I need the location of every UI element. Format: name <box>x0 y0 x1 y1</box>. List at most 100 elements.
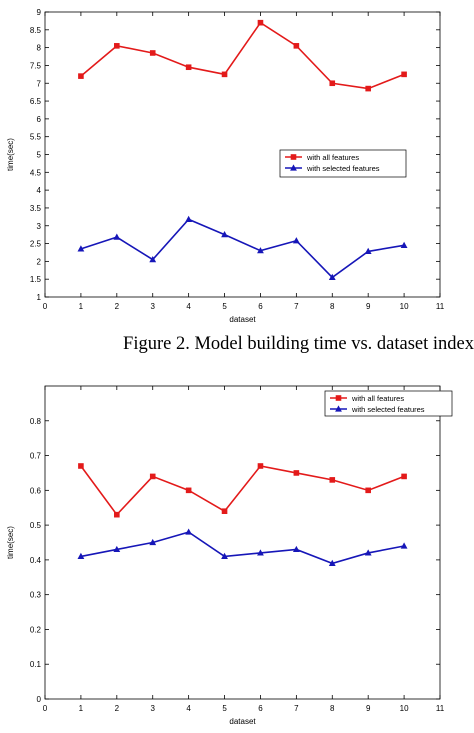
data-point <box>149 255 157 263</box>
x-axis-label: dataset <box>229 315 256 324</box>
data-point <box>401 473 407 480</box>
legend-label: with selected features <box>351 405 425 414</box>
x-tick-label: 10 <box>400 302 409 311</box>
x-axis-label: dataset <box>229 717 256 726</box>
x-tick-label: 11 <box>436 704 445 713</box>
y-tick-label: 3.5 <box>30 204 42 213</box>
y-tick-label: 6.5 <box>30 97 42 106</box>
data-point <box>329 80 336 87</box>
legend-box <box>324 390 453 417</box>
data-point <box>78 463 84 469</box>
data-point <box>257 247 264 254</box>
y-tick-label: 0 <box>37 695 42 704</box>
x-tick-label: 3 <box>151 704 156 713</box>
x-tick-label: 11 <box>436 302 445 311</box>
data-point <box>185 215 193 222</box>
data-point <box>365 85 371 92</box>
y-tick-label: 0.4 <box>30 556 42 565</box>
data-point <box>149 473 156 480</box>
y-tick-label: 0.3 <box>30 591 42 600</box>
data-point <box>185 528 193 535</box>
y-tick-label: 8 <box>37 44 42 53</box>
y-tick-label: 2.5 <box>30 240 42 249</box>
legend-label: with all features <box>351 394 404 403</box>
data-point <box>113 545 121 553</box>
data-point <box>77 245 85 252</box>
data-point <box>113 233 121 240</box>
x-tick-label: 10 <box>400 704 409 713</box>
y-tick-label: 0.7 <box>30 452 42 461</box>
data-point <box>365 487 371 494</box>
series-line <box>80 465 405 516</box>
legend-box <box>279 149 407 178</box>
data-point <box>114 43 120 49</box>
data-point <box>77 552 85 560</box>
series-line <box>80 21 405 90</box>
y-tick-label: 5 <box>37 151 42 160</box>
y-tick-label: 7 <box>37 79 42 88</box>
data-point <box>257 549 264 556</box>
data-point <box>221 552 228 560</box>
series-selected-features <box>77 215 408 281</box>
x-tick-label: 1 <box>79 302 84 311</box>
y-tick-label: 7.5 <box>30 61 42 70</box>
x-tick-label: 3 <box>151 302 156 311</box>
y-tick-label: 0.6 <box>30 486 42 495</box>
plot-area <box>44 385 441 700</box>
x-tick-label: 9 <box>366 704 371 713</box>
chart-bottom: 0 1 2 3 4 5 6 7 8 9 10 11 0 0.1 0.2 0.3 0.4 0.5 0.6 0.7 0.8 d… <box>6 385 453 726</box>
data-point <box>328 559 336 566</box>
x-tick-label: 7 <box>294 704 299 713</box>
data-point <box>293 43 300 49</box>
data-point <box>401 71 407 78</box>
y-axis-label: time(sec) <box>6 138 15 171</box>
x-tick-label: 1 <box>79 704 84 713</box>
y-tick-label: 5.5 <box>30 133 42 142</box>
x-tick-label: 9 <box>366 302 371 311</box>
y-tick-label: 0.1 <box>30 660 42 669</box>
y-tick-label: 0.8 <box>30 417 42 426</box>
series-all-features <box>78 19 407 92</box>
y-tick-label: 2 <box>37 257 42 266</box>
data-point <box>328 273 336 281</box>
data-point <box>114 511 120 518</box>
figure-caption: Figure 2. Model building time vs. datase… <box>123 334 474 354</box>
data-point <box>400 241 408 248</box>
legend: with all features with selected features <box>279 149 407 178</box>
legend-marker <box>290 164 297 171</box>
data-point <box>149 538 157 546</box>
series-all-features <box>78 463 407 518</box>
y-tick-label: 0.5 <box>30 521 42 530</box>
series-line <box>80 531 405 565</box>
x-tick-label: 0 <box>43 704 48 713</box>
x-tick-label: 8 <box>330 704 335 713</box>
data-point <box>329 477 336 483</box>
legend-marker <box>290 154 297 160</box>
data-point <box>78 73 84 79</box>
data-point <box>185 487 192 494</box>
data-point <box>257 463 264 469</box>
x-tick-label: 4 <box>186 302 191 311</box>
data-point <box>221 71 228 78</box>
data-point <box>257 19 264 26</box>
data-point <box>221 508 228 514</box>
legend-label: with selected features <box>306 164 380 173</box>
y-tick-label: 0.2 <box>30 625 42 634</box>
y-tick-label: 1 <box>37 293 42 302</box>
data-point <box>364 549 372 556</box>
data-point <box>221 231 228 238</box>
y-tick-label: 1.5 <box>30 275 42 284</box>
x-tick-label: 4 <box>186 704 191 713</box>
chart-top: 0 1 2 3 4 5 6 7 8 9 10 1111.522.533.544.555.566.577… <box>6 8 445 324</box>
x-tick-label: 8 <box>330 302 335 311</box>
y-axis-label: time(sec) <box>6 526 15 559</box>
y-tick-label: 4.5 <box>30 168 42 177</box>
y-tick-label: 3 <box>37 222 42 231</box>
y-tick-label: 4 <box>37 186 42 195</box>
x-tick-label: 5 <box>222 302 227 311</box>
x-tick-label: 6 <box>258 704 263 713</box>
x-tick-label: 2 <box>115 302 120 311</box>
x-tick-label: 6 <box>258 302 263 311</box>
data-point <box>185 64 192 71</box>
data-point <box>292 237 300 244</box>
